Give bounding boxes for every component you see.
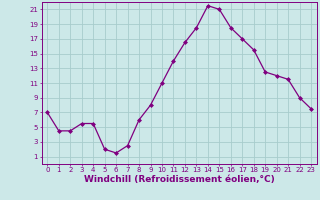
X-axis label: Windchill (Refroidissement éolien,°C): Windchill (Refroidissement éolien,°C) bbox=[84, 175, 275, 184]
